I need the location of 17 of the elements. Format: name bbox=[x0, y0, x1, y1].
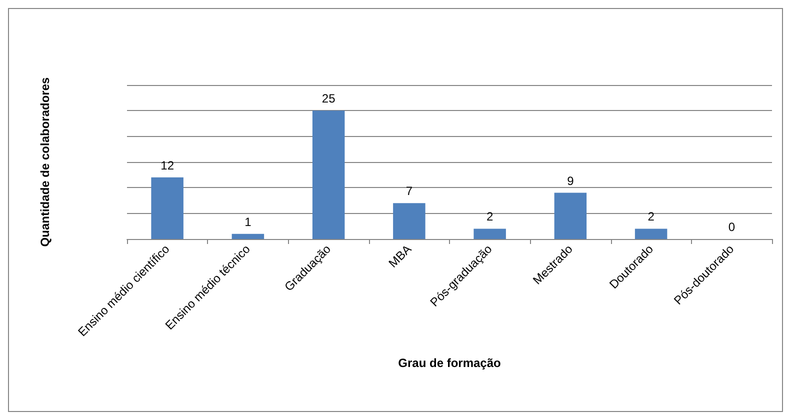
data-label: 1 bbox=[244, 214, 252, 229]
y-axis-title: Quantidade de colaboradores bbox=[38, 76, 52, 247]
bar bbox=[393, 203, 426, 239]
data-label: 0 bbox=[728, 220, 736, 234]
data-label: 7 bbox=[406, 184, 413, 198]
data-label: 2 bbox=[486, 210, 494, 224]
x-axis-title: Grau de formação bbox=[398, 356, 501, 370]
bar bbox=[634, 228, 668, 239]
bar bbox=[232, 234, 264, 239]
data-label: 25 bbox=[322, 92, 336, 106]
bar bbox=[151, 177, 184, 239]
data-label: 2 bbox=[648, 210, 655, 224]
bar bbox=[474, 228, 506, 239]
bar bbox=[312, 110, 345, 239]
data-label: 12 bbox=[160, 158, 174, 172]
bar bbox=[554, 192, 587, 239]
data-label: 9 bbox=[567, 174, 574, 188]
